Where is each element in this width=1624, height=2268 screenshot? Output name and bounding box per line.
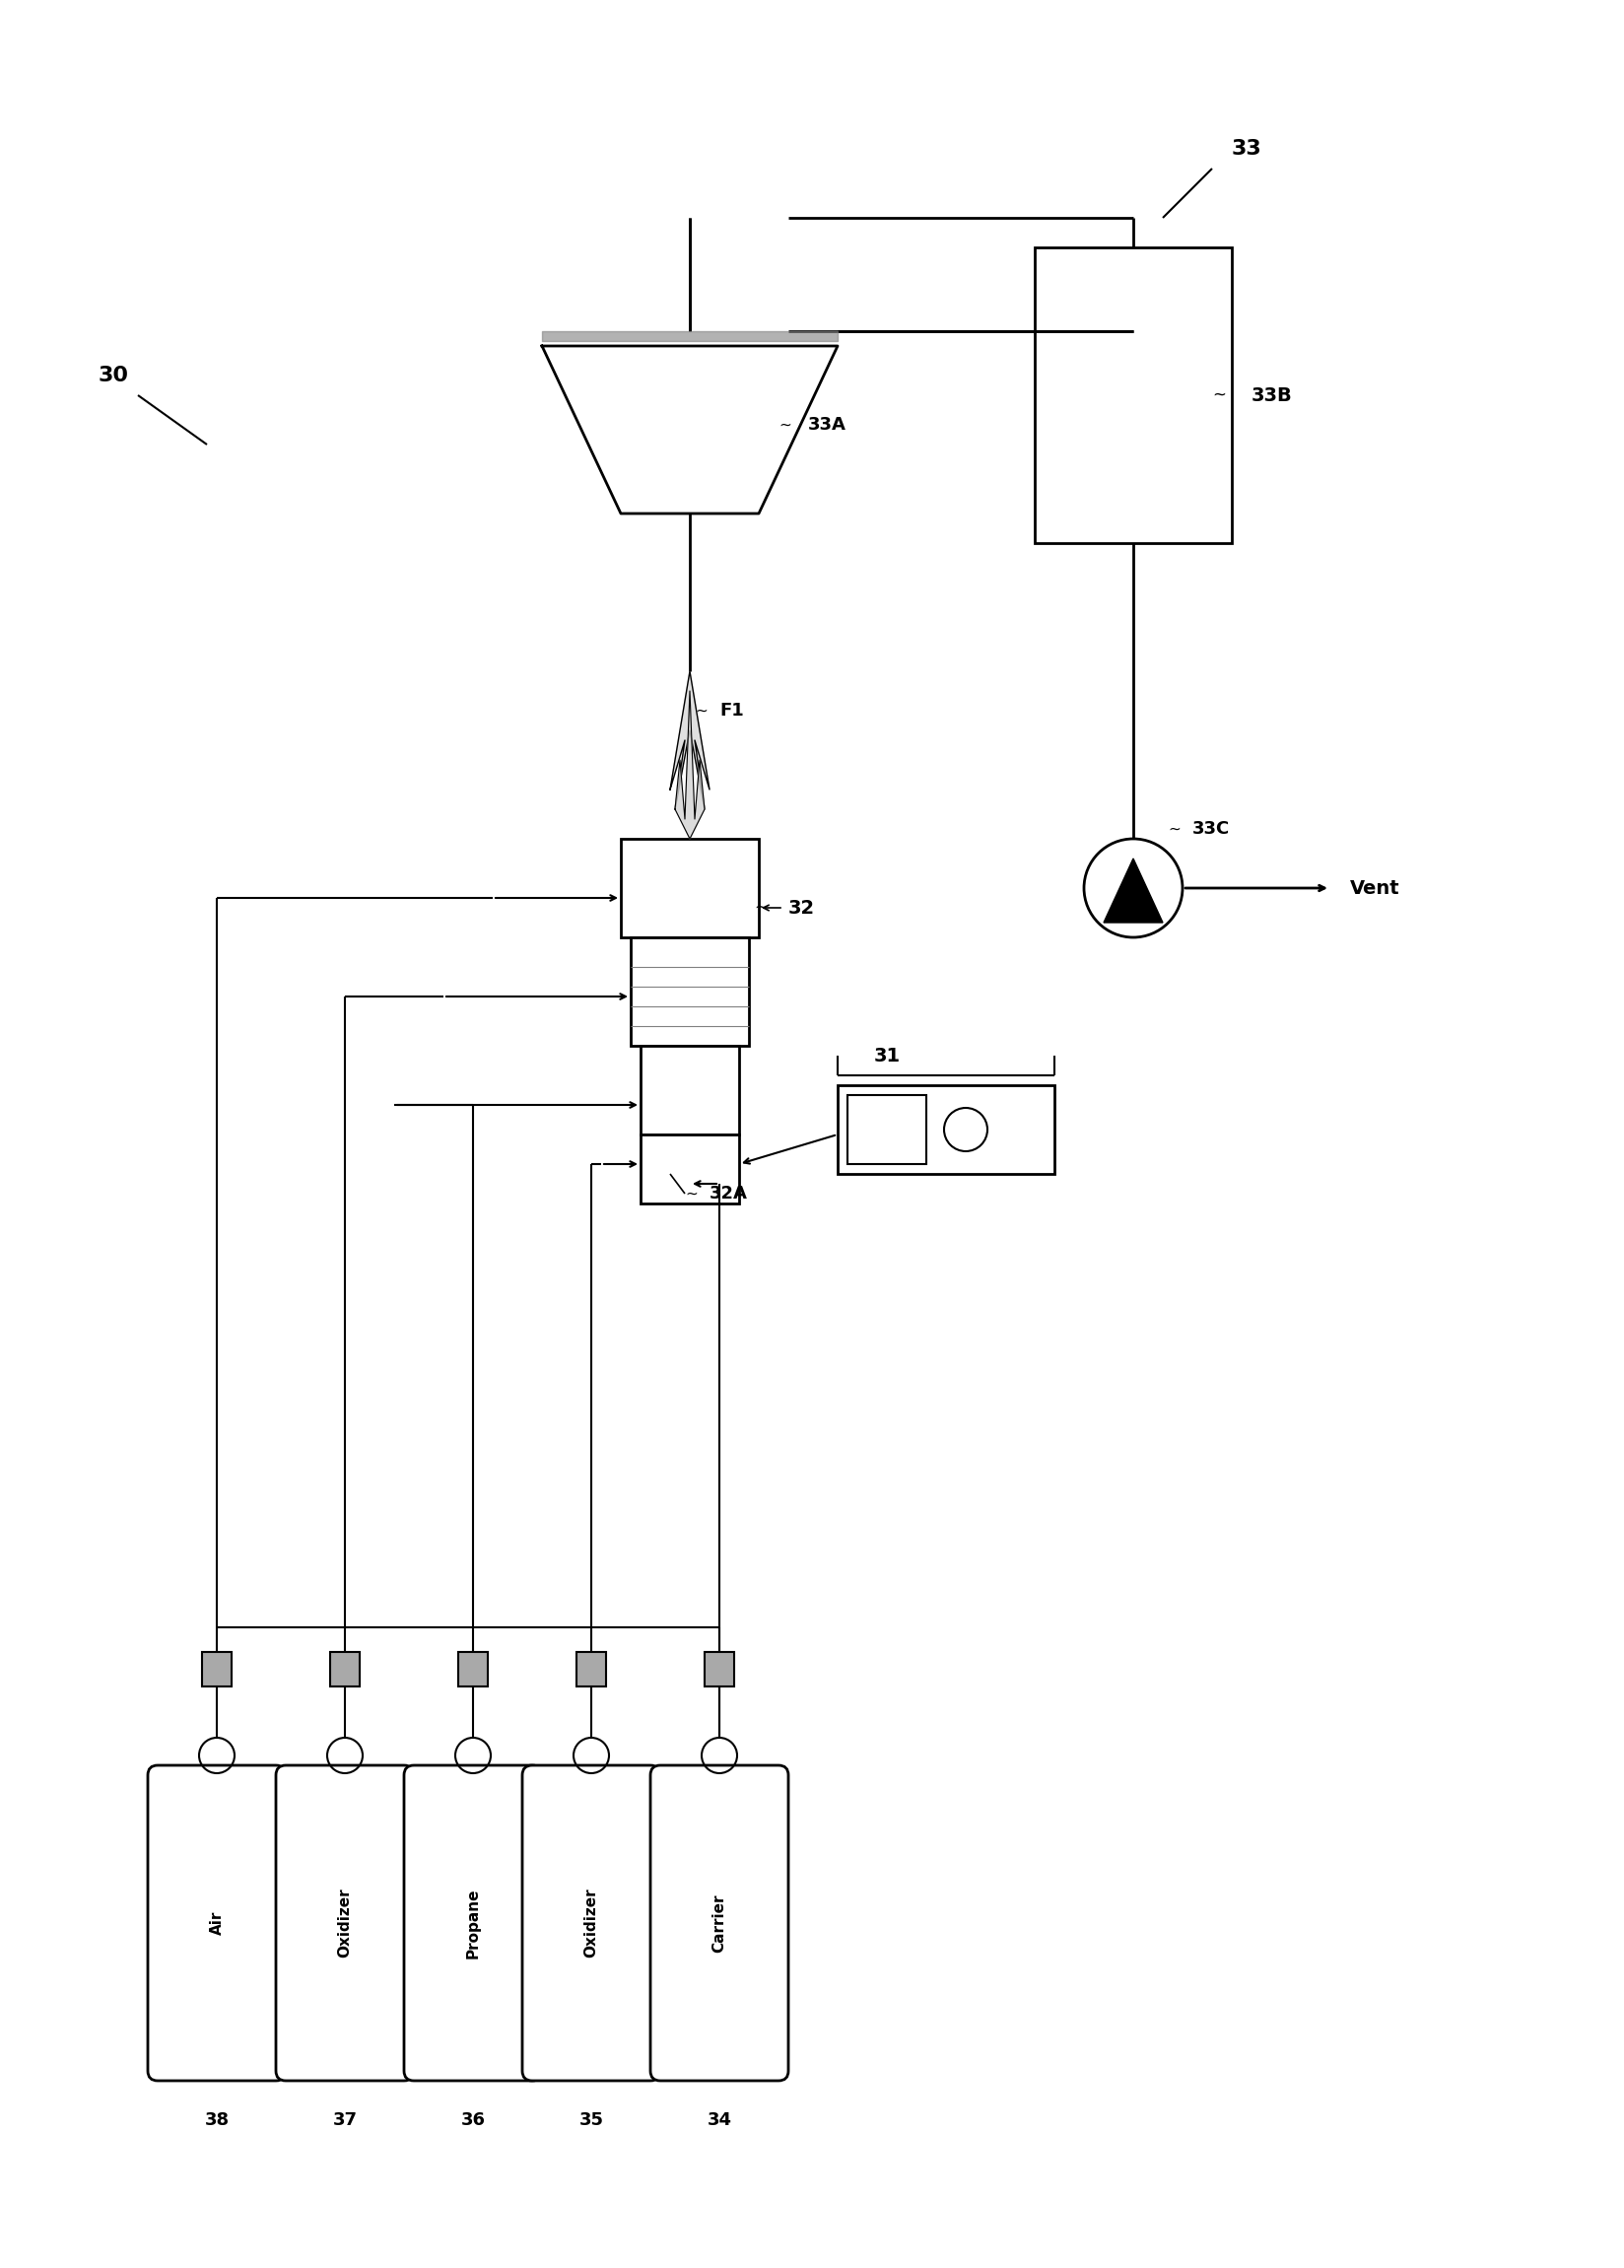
- Text: 33C: 33C: [1192, 821, 1229, 837]
- Text: Oxidizer: Oxidizer: [338, 1889, 352, 1957]
- Text: Propane: Propane: [466, 1887, 481, 1957]
- FancyBboxPatch shape: [148, 1765, 286, 2080]
- Bar: [201, 1651, 232, 1687]
- FancyBboxPatch shape: [404, 1765, 542, 2080]
- Text: Air: Air: [209, 1912, 224, 1935]
- Text: 35: 35: [578, 2112, 603, 2130]
- Text: Carrier: Carrier: [711, 1894, 726, 1953]
- Text: 34: 34: [706, 2112, 731, 2130]
- Text: 37: 37: [333, 2112, 357, 2130]
- Text: ~: ~: [778, 417, 791, 433]
- Bar: [705, 1651, 734, 1687]
- FancyBboxPatch shape: [521, 1765, 659, 2080]
- Text: 33A: 33A: [807, 415, 846, 433]
- Text: 36: 36: [461, 2112, 486, 2130]
- FancyBboxPatch shape: [650, 1765, 788, 2080]
- FancyBboxPatch shape: [276, 1765, 414, 2080]
- Bar: [1034, 247, 1231, 542]
- Text: ~: ~: [695, 703, 706, 719]
- Text: ~: ~: [684, 1186, 697, 1202]
- Polygon shape: [669, 671, 710, 810]
- Text: 32A: 32A: [710, 1184, 747, 1202]
- Text: Oxidizer: Oxidizer: [583, 1889, 598, 1957]
- Polygon shape: [674, 692, 705, 839]
- Bar: [620, 839, 758, 937]
- Text: ~: ~: [1168, 821, 1179, 837]
- Text: 33B: 33B: [1250, 386, 1291, 404]
- Text: ~: ~: [754, 898, 767, 916]
- Text: 32: 32: [788, 898, 815, 916]
- Text: 33: 33: [1231, 138, 1262, 159]
- Bar: [640, 1046, 739, 1134]
- Text: 31: 31: [874, 1046, 900, 1066]
- Text: 30: 30: [99, 365, 128, 386]
- Bar: [458, 1651, 487, 1687]
- Bar: [848, 1095, 926, 1163]
- Bar: [577, 1651, 606, 1687]
- Bar: [630, 937, 749, 1046]
- Text: F1: F1: [719, 701, 744, 719]
- Polygon shape: [1103, 860, 1163, 923]
- Text: 38: 38: [205, 2112, 229, 2130]
- Bar: [640, 1134, 739, 1204]
- Text: ~: ~: [1212, 386, 1224, 404]
- Bar: [836, 1084, 1054, 1175]
- Bar: [330, 1651, 359, 1687]
- Text: Vent: Vent: [1350, 878, 1400, 898]
